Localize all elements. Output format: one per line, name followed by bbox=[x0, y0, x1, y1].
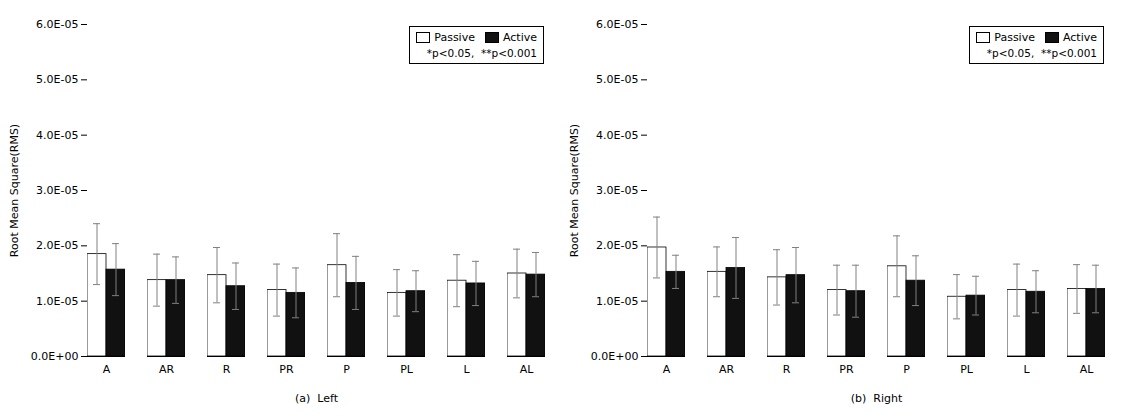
svg-text:(b) Right: (b) Right bbox=[851, 392, 903, 405]
html-text:*p<0.05, **p<0.001: *p<0.05, **p<0.001 bbox=[986, 47, 1097, 59]
svg-text:3.0E-05: 3.0E-05 bbox=[36, 184, 78, 197]
svg-text:0.0E+00: 0.0E+00 bbox=[31, 350, 79, 363]
svg-text:6.0E-05: 6.0E-05 bbox=[36, 18, 78, 31]
html-text:Active: Active bbox=[503, 31, 537, 44]
html-text:*p<0.05, **p<0.001: *p<0.05, **p<0.001 bbox=[426, 47, 537, 59]
html-text:Passive: Passive bbox=[434, 31, 475, 44]
svg-text:A: A bbox=[663, 363, 671, 376]
svg-text:PR: PR bbox=[839, 363, 854, 376]
svg-text:1.0E-05: 1.0E-05 bbox=[596, 295, 638, 308]
svg-text:6.0E-05: 6.0E-05 bbox=[596, 18, 638, 31]
svg-text:AR: AR bbox=[719, 363, 735, 376]
svg-text:PL: PL bbox=[960, 363, 974, 376]
svg-text:AL: AL bbox=[520, 363, 535, 376]
svg-text:5.0E-05: 5.0E-05 bbox=[596, 73, 638, 86]
html-text:Passive: Passive bbox=[994, 31, 1035, 44]
svg-text:R: R bbox=[783, 363, 791, 376]
svg-text:4.0E-05: 4.0E-05 bbox=[596, 129, 638, 142]
svg-text:2.0E-05: 2.0E-05 bbox=[596, 239, 638, 252]
svg-text:L: L bbox=[1023, 363, 1030, 376]
svg-text:PR: PR bbox=[279, 363, 294, 376]
svg-text:Root Mean Square(RMS): Root Mean Square(RMS) bbox=[568, 124, 581, 257]
svg-text:5.0E-05: 5.0E-05 bbox=[36, 73, 78, 86]
svg-text:3.0E-05: 3.0E-05 bbox=[596, 184, 638, 197]
html-text:Active: Active bbox=[1063, 31, 1097, 44]
svg-text:(a) Left: (a) Left bbox=[295, 392, 339, 405]
svg-text:R: R bbox=[223, 363, 231, 376]
svg-text:L: L bbox=[463, 363, 470, 376]
svg-text:1.0E-05: 1.0E-05 bbox=[36, 295, 78, 308]
svg-text:P: P bbox=[343, 363, 350, 376]
svg-text:P: P bbox=[903, 363, 910, 376]
svg-text:PL: PL bbox=[400, 363, 414, 376]
svg-text:A: A bbox=[103, 363, 111, 376]
svg-text:AL: AL bbox=[1080, 363, 1095, 376]
svg-text:4.0E-05: 4.0E-05 bbox=[36, 129, 78, 142]
svg-text:0.0E+00: 0.0E+00 bbox=[591, 350, 639, 363]
svg-text:AR: AR bbox=[159, 363, 175, 376]
svg-text:2.0E-05: 2.0E-05 bbox=[36, 239, 78, 252]
svg-text:Root Mean Square(RMS): Root Mean Square(RMS) bbox=[8, 124, 21, 257]
